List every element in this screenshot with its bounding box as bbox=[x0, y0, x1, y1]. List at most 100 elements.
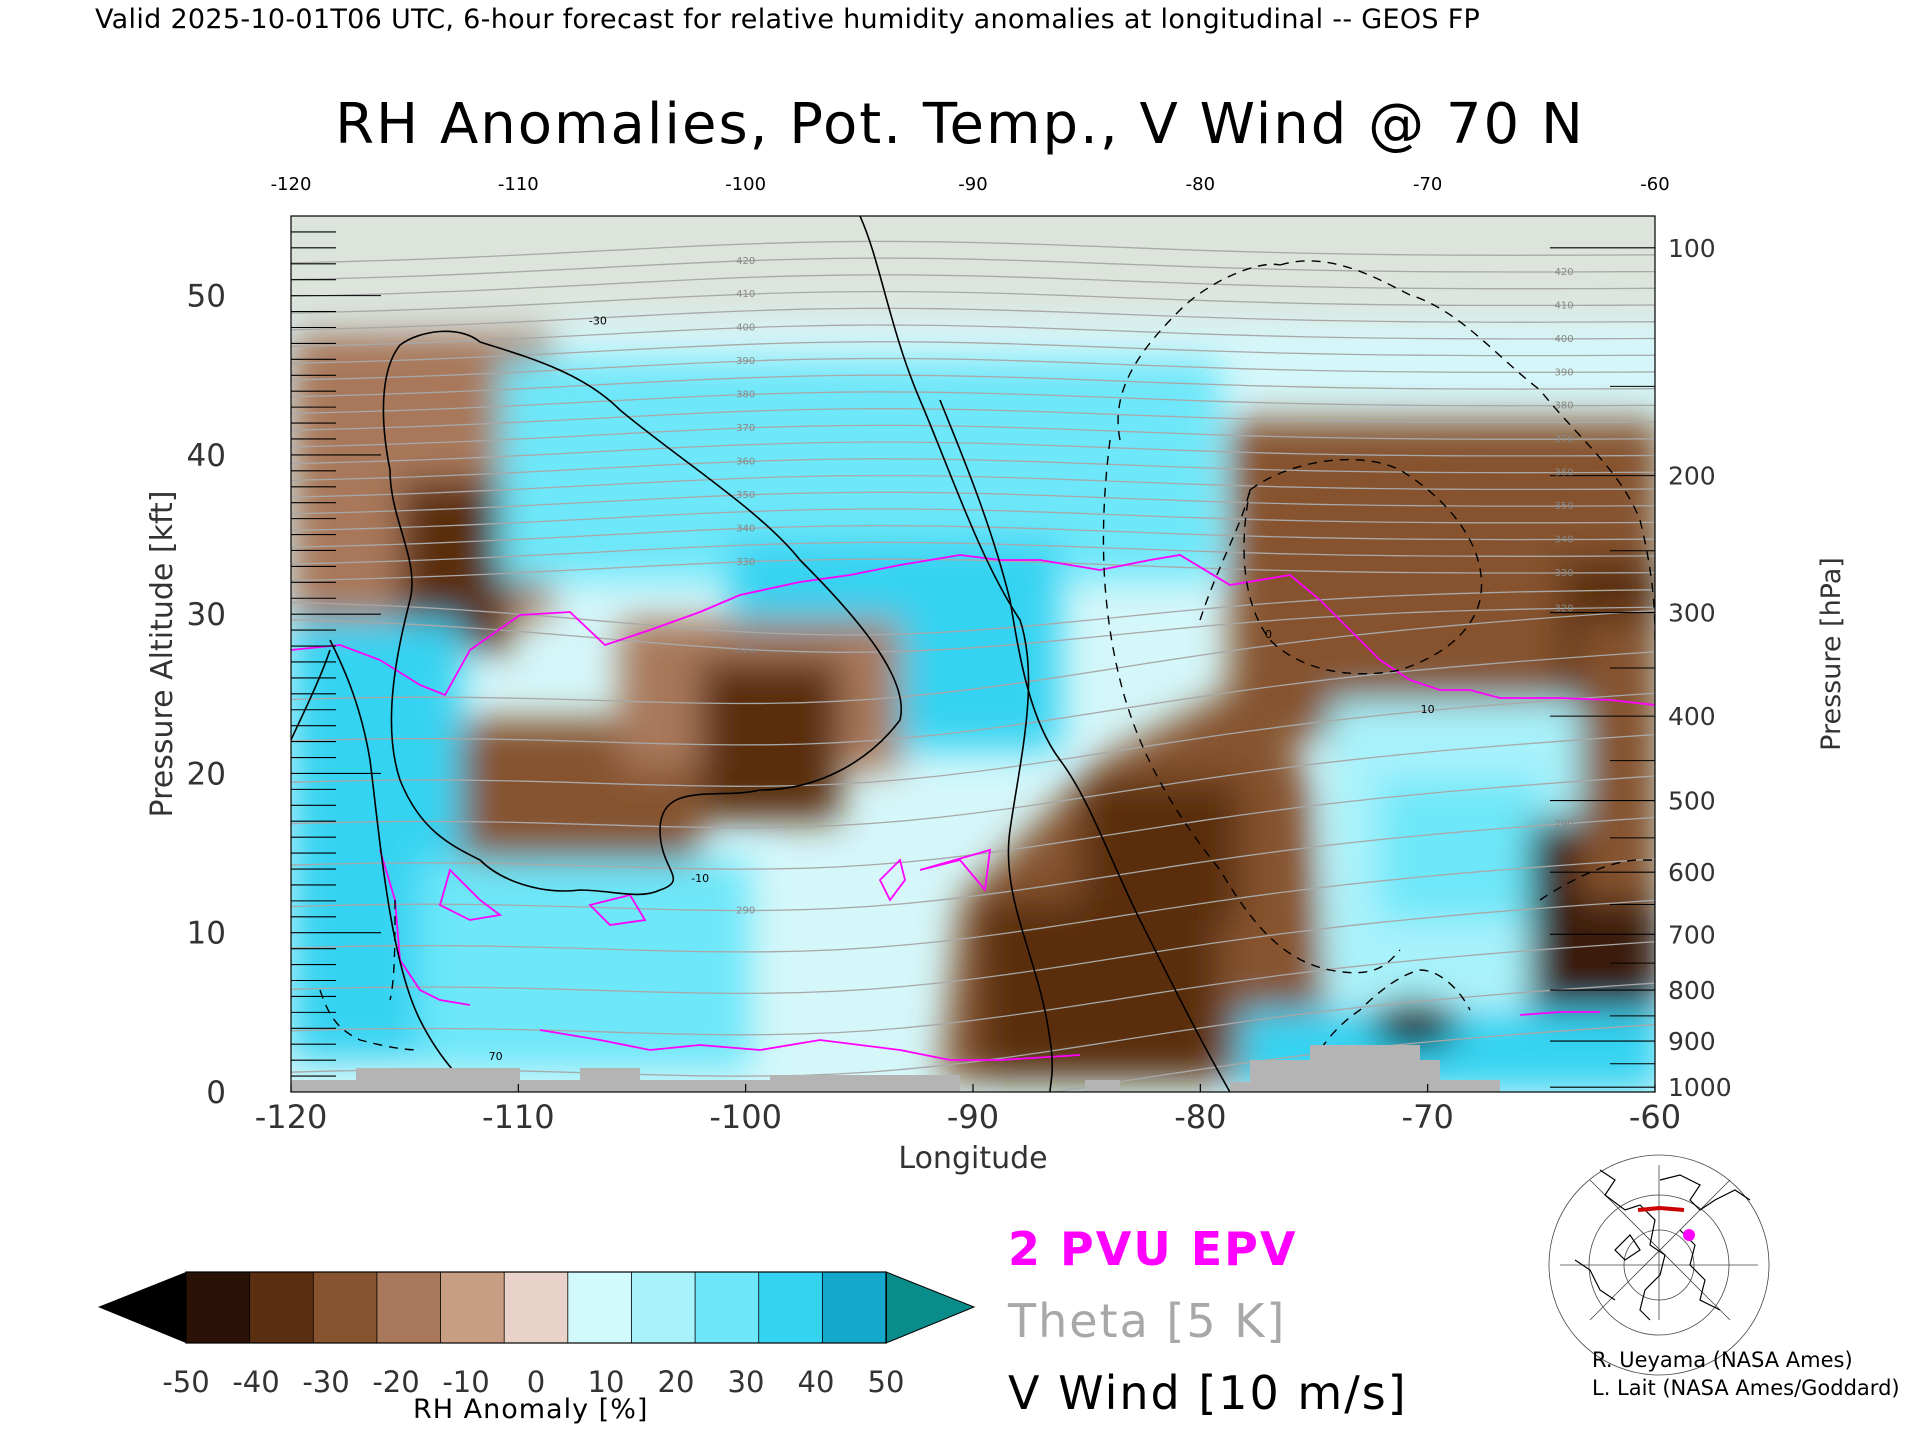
theta-isentrope bbox=[291, 441, 1655, 465]
colorbar-cell bbox=[631, 1271, 696, 1344]
theta-contour-label: 380 bbox=[736, 390, 755, 401]
colorbar-tick-label: -50 bbox=[162, 1365, 209, 1399]
theta-isentrope bbox=[291, 816, 1655, 912]
colorbar-low-arrow bbox=[98, 1272, 186, 1343]
x-axis-top: -120 -110 -100 -90 -80 -70 -60 bbox=[271, 174, 1670, 195]
epv-lower-contour bbox=[379, 848, 1600, 1061]
x-tick-label: -60 bbox=[1629, 1098, 1681, 1136]
theta-contour-label: 420 bbox=[736, 256, 755, 267]
theta-contours bbox=[291, 240, 1655, 1092]
theta-contour-labels: 290 290 320 320 330 330 340 340 350 350 360 360 370 3… bbox=[736, 256, 1573, 917]
theta-isentrope bbox=[291, 606, 1655, 653]
theta-isentrope bbox=[291, 541, 1655, 565]
colorbar-cell bbox=[567, 1271, 633, 1344]
colorbar-cell bbox=[821, 1271, 887, 1344]
theta-isentrope bbox=[291, 558, 1655, 582]
theta-contour-label: 410 bbox=[736, 289, 755, 300]
pressure-tick-label: 600 bbox=[1668, 858, 1716, 887]
x-top-tick-label: -80 bbox=[1186, 174, 1215, 195]
theta-contour-label: 420 bbox=[1555, 267, 1574, 278]
theta-isentrope bbox=[291, 508, 1655, 532]
theta-isentrope bbox=[291, 692, 1655, 787]
globe-locator-map-icon bbox=[1548, 1154, 1770, 1376]
y-tick-label: 30 bbox=[187, 597, 226, 633]
pressure-tick-label: 100 bbox=[1668, 234, 1716, 263]
theta-contour-label: 290 bbox=[736, 906, 755, 917]
pressure-tick-label: 1000 bbox=[1668, 1073, 1732, 1102]
colorbar-tick-label: 40 bbox=[798, 1365, 835, 1399]
y-tick-label: 50 bbox=[187, 279, 226, 315]
theta-contour-label: 330 bbox=[736, 557, 755, 568]
y-tick-label: 0 bbox=[206, 1075, 226, 1111]
x-top-tick-label: -70 bbox=[1413, 174, 1442, 195]
pressure-tick-label: 300 bbox=[1668, 599, 1716, 628]
theta-contour-label: 330 bbox=[1555, 568, 1574, 579]
theta-isentrope bbox=[291, 290, 1655, 314]
theta-contour-label: 400 bbox=[736, 323, 755, 334]
theta-isentrope bbox=[291, 424, 1655, 448]
y-tick-label: 40 bbox=[187, 438, 226, 474]
colorbar-cell bbox=[312, 1271, 378, 1344]
theta-isentrope bbox=[291, 391, 1655, 415]
colorbar: -50 -40 -30 -20 -10 0 10 20 30 40 50 bbox=[98, 1271, 976, 1399]
theta-isentrope bbox=[291, 341, 1655, 364]
x-tick-label: -100 bbox=[709, 1098, 782, 1136]
theta-isentrope bbox=[291, 733, 1655, 829]
theta-contour-label: 320 bbox=[736, 644, 755, 655]
theta-contour-label: 410 bbox=[1555, 300, 1574, 311]
colorbar-tick-label: 20 bbox=[658, 1365, 695, 1399]
terrain-mask bbox=[291, 1045, 1500, 1092]
pressure-tick-label: 200 bbox=[1668, 462, 1716, 491]
pressure-tick-label: 500 bbox=[1668, 787, 1716, 816]
x-tick-label: -120 bbox=[255, 1098, 328, 1136]
theta-contour-label: 400 bbox=[1555, 334, 1574, 345]
y-axis-right-label: Pressure [hPa] bbox=[1816, 557, 1847, 751]
colorbar-cell bbox=[503, 1271, 569, 1344]
theta-contour-label: 340 bbox=[1555, 535, 1574, 546]
y-axis-label: Pressure Altitude [kft] bbox=[145, 491, 180, 818]
pressure-tick-label: 400 bbox=[1668, 702, 1716, 731]
x-tick-label: -90 bbox=[947, 1098, 999, 1136]
legend-wind: V Wind [10 m/s] bbox=[1008, 1366, 1408, 1420]
theta-isentrope bbox=[291, 307, 1655, 331]
theta-isentrope bbox=[291, 458, 1655, 481]
colorbar-tick-label: -30 bbox=[302, 1365, 349, 1399]
colorbar-tick-label: 0 bbox=[527, 1365, 545, 1399]
pressure-tick-label: 800 bbox=[1668, 976, 1716, 1005]
chart-title: RH Anomalies, Pot. Temp., V Wind @ 70 N bbox=[335, 92, 1585, 157]
credit-line-2: L. Lait (NASA Ames/Goddard) bbox=[1592, 1376, 1900, 1400]
wind-contour-label: 0 bbox=[1265, 628, 1272, 641]
theta-isentrope bbox=[291, 609, 1655, 705]
theta-isentrope bbox=[291, 274, 1655, 298]
theta-isentrope bbox=[291, 408, 1655, 431]
colorbar-label: RH Anomaly [%] bbox=[413, 1394, 649, 1425]
theta-isentrope bbox=[291, 324, 1655, 348]
colorbar-tick-label: -40 bbox=[232, 1365, 279, 1399]
wind-contour-labels: -30 -10 0 10 70 bbox=[489, 314, 1435, 1063]
x-axis-bottom: -120 -110 -100 -90 -80 -70 -60 bbox=[255, 1084, 1681, 1136]
colorbar-high-arrow bbox=[885, 1271, 976, 1344]
wind-contour-label: 70 bbox=[489, 1050, 503, 1063]
theta-isentrope bbox=[291, 651, 1655, 746]
theta-isentrope bbox=[291, 941, 1655, 1036]
theta-contour-label: 350 bbox=[1555, 501, 1574, 512]
colorbar-tick-label: 30 bbox=[728, 1365, 765, 1399]
theta-contour-label: 370 bbox=[736, 423, 755, 434]
epv-2pvu-contour bbox=[291, 554, 1655, 706]
theta-contour-label: 390 bbox=[736, 356, 755, 367]
theta-isentrope bbox=[291, 374, 1655, 398]
x-axis-label: Longitude bbox=[898, 1141, 1047, 1176]
theta-isentrope bbox=[291, 899, 1655, 995]
theta-contour-label: 340 bbox=[736, 523, 755, 534]
colorbar-cell bbox=[694, 1271, 760, 1344]
theta-isentrope bbox=[291, 589, 1655, 636]
theta-isentrope bbox=[291, 257, 1655, 281]
colorbar-tick-label: -20 bbox=[372, 1365, 419, 1399]
colorbar-cell bbox=[376, 1271, 442, 1344]
v-wind-contours bbox=[291, 216, 1231, 1092]
theta-contour-label: 360 bbox=[1555, 468, 1574, 479]
x-tick-label: -70 bbox=[1402, 1098, 1454, 1136]
x-tick-label: -80 bbox=[1174, 1098, 1226, 1136]
y-axis-right-pressure: 100 200 300 400 500 600 700 800 900 1000 bbox=[1550, 234, 1732, 1102]
